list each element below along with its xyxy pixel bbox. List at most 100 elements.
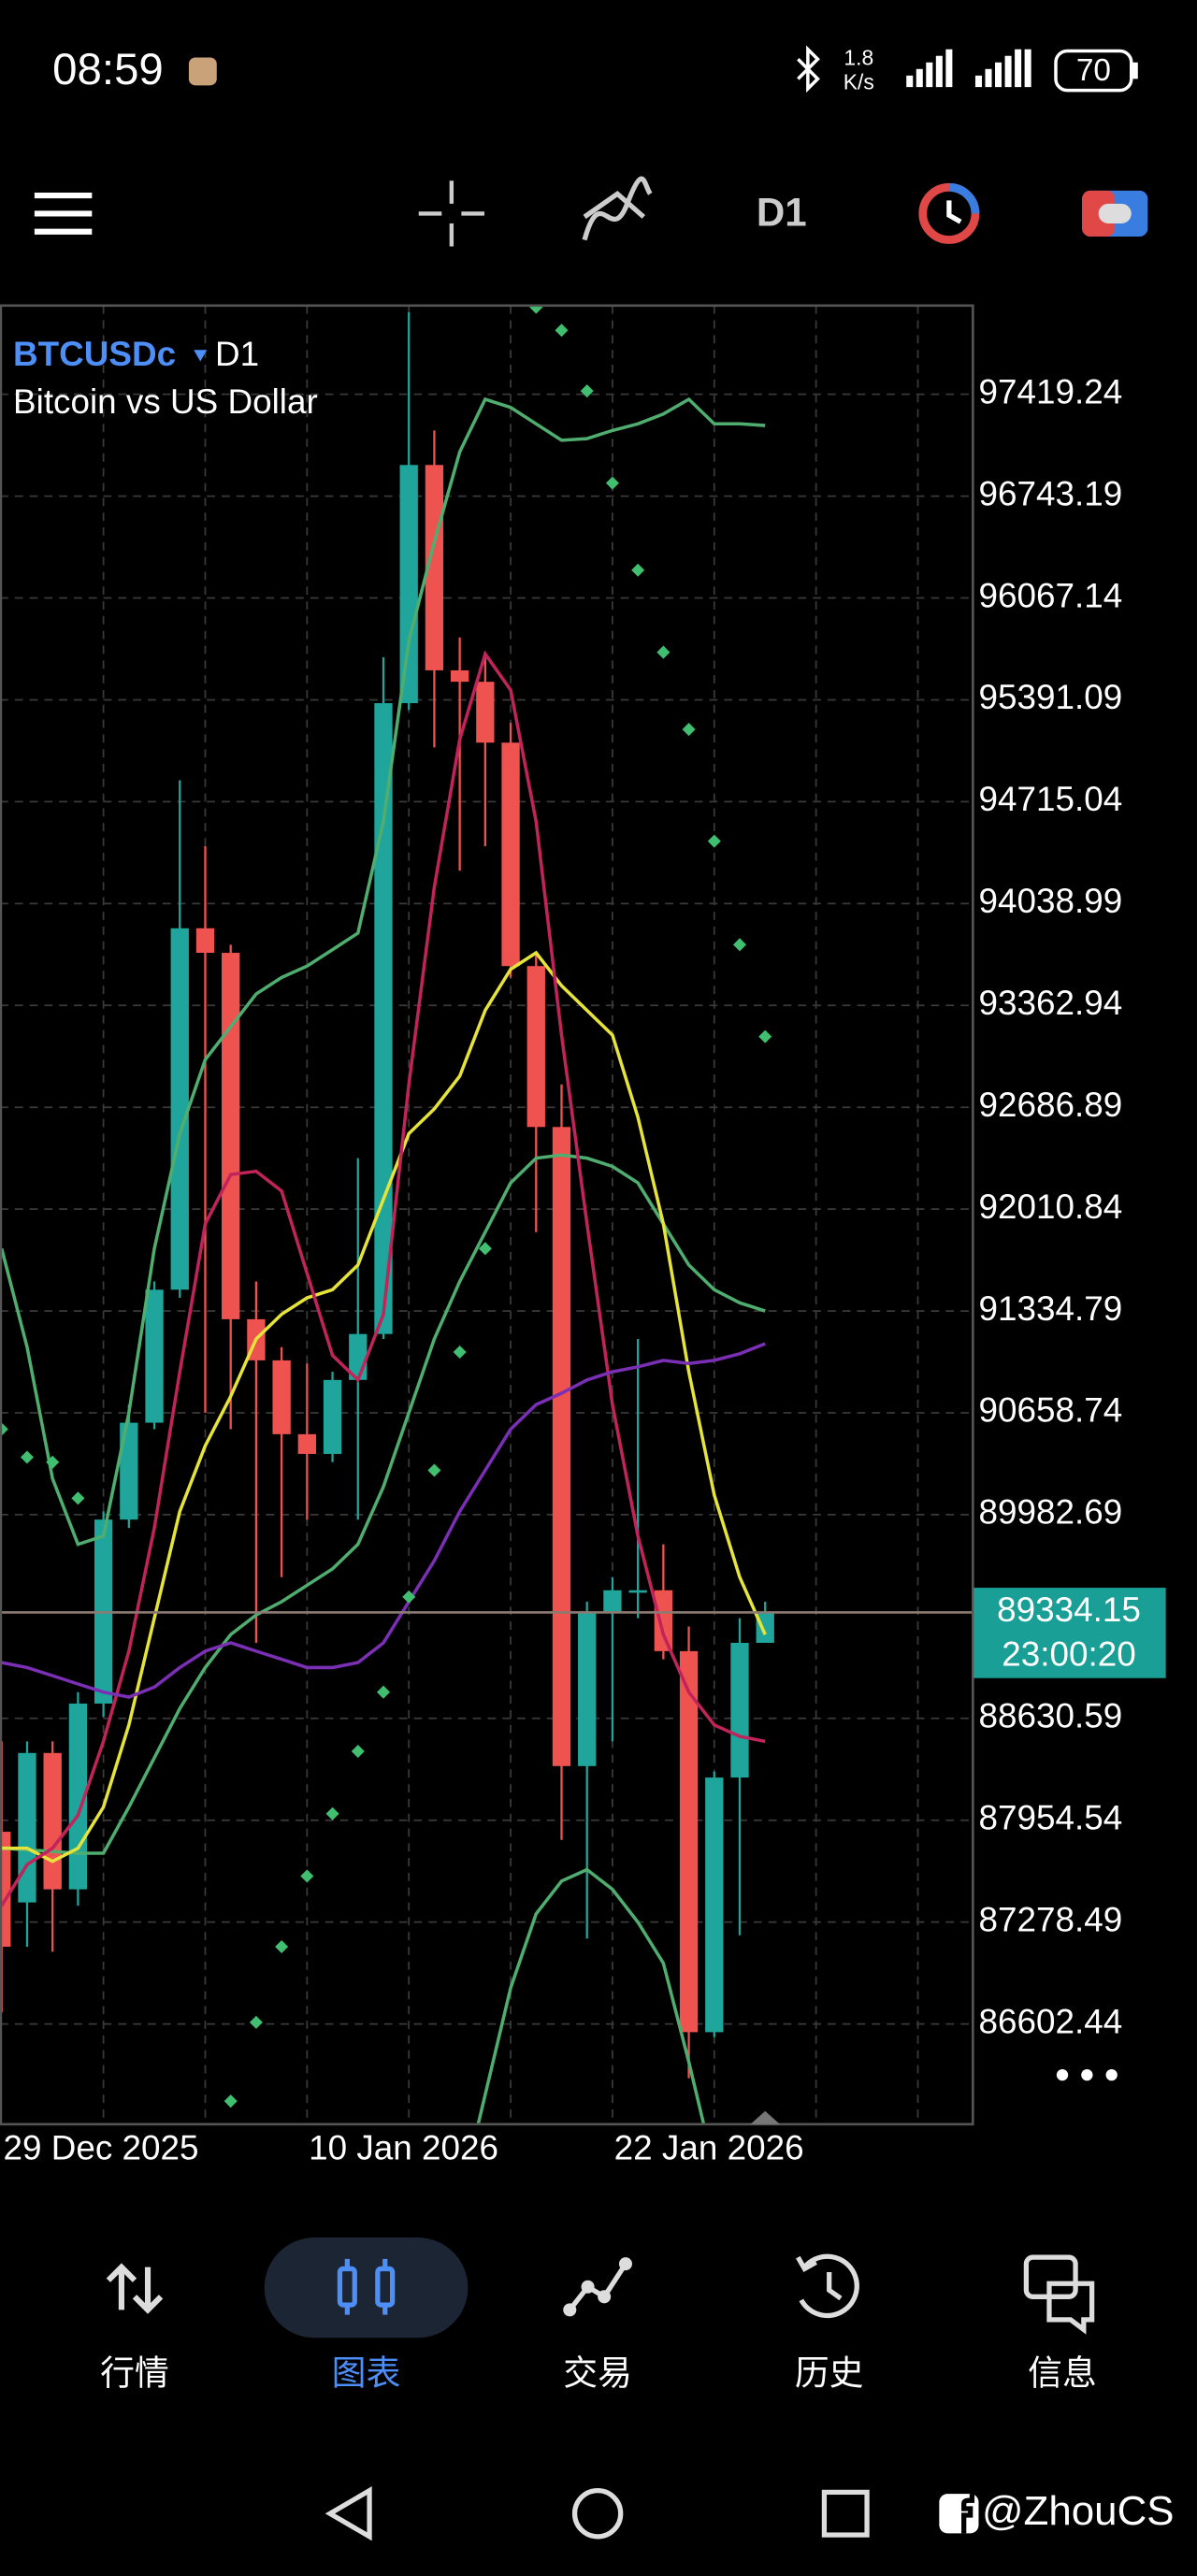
selected-tab-pill	[264, 2238, 469, 2339]
candle-body	[603, 1590, 622, 1614]
candle-body	[450, 669, 469, 683]
candle-body	[195, 928, 215, 954]
candle-body	[552, 1127, 571, 1766]
sar-dot	[249, 2015, 263, 2029]
candle-body	[170, 928, 189, 1290]
back-button[interactable]	[324, 2486, 372, 2541]
trade-tab-icon[interactable]	[563, 2257, 632, 2317]
y-tick-label: 95391.09	[978, 678, 1122, 716]
chart-tab-icon[interactable]	[337, 2258, 396, 2315]
candle-body	[628, 1590, 647, 1593]
indicator-line	[1, 950, 767, 1864]
sar-dot	[453, 1345, 467, 1360]
signal-icon-2	[974, 49, 1031, 88]
nav-tab-label[interactable]: 行情	[100, 2353, 169, 2392]
nav-tab-label[interactable]: 交易	[563, 2353, 632, 2392]
nav-tab-label[interactable]: 信息	[1028, 2353, 1097, 2392]
facebook-glyph	[961, 2494, 975, 2534]
candle-body	[374, 703, 393, 1334]
x-tick-label: 22 Jan 2026	[614, 2129, 804, 2167]
indicator-line	[1, 1342, 766, 1699]
candle-body	[120, 1422, 138, 1520]
bluetooth-icon	[797, 45, 820, 94]
clock: 08:59	[52, 45, 164, 94]
chart-timeframe: D1	[215, 335, 259, 373]
candle-body	[578, 1613, 597, 1766]
trade-button-half	[1082, 190, 1116, 237]
battery-level: 70	[1076, 53, 1111, 88]
countdown: 23:00:20	[1002, 1635, 1135, 1674]
sar-dot	[580, 384, 594, 398]
nav-tab-label[interactable]: 历史	[795, 2353, 864, 2392]
candle-body	[145, 1289, 164, 1423]
candle-body	[654, 1590, 673, 1651]
candle-body	[323, 1379, 342, 1454]
candle-body	[0, 1832, 11, 1948]
candle-body	[18, 1752, 36, 1903]
sar-dot	[529, 305, 543, 314]
y-tick-label: 88630.59	[978, 1697, 1122, 1735]
candle-body	[399, 465, 418, 704]
x-tick-label: 10 Jan 2026	[309, 2129, 498, 2167]
history-tab-icon[interactable]	[796, 2253, 859, 2319]
sar-dot	[376, 1685, 391, 1699]
battery	[1054, 49, 1133, 93]
current-price: 89334.15	[997, 1590, 1141, 1629]
trade-button-knob	[1098, 203, 1132, 223]
nav-tab-label[interactable]: 图表	[332, 2353, 401, 2392]
symbol[interactable]: BTCUSDc	[13, 335, 176, 373]
y-tick-label: 92686.89	[978, 1086, 1122, 1124]
net-unit: K/s	[844, 70, 874, 94]
timeframe-button[interactable]: D1	[757, 190, 807, 234]
net-speed: 1.8	[844, 45, 873, 69]
y-tick-label: 87278.49	[978, 1900, 1122, 1938]
symbol-dropdown[interactable]	[194, 350, 208, 362]
x-tick-label: 29 Dec 2025	[4, 2129, 199, 2167]
indicator-line	[1, 1153, 766, 1855]
candle-body	[297, 1433, 316, 1454]
sar-dot	[71, 1491, 85, 1505]
sar-dot	[555, 324, 569, 338]
quotes-icon[interactable]	[106, 2263, 164, 2314]
candle-body	[756, 1612, 774, 1644]
sar-dot	[46, 1455, 60, 1469]
candle-body	[501, 742, 520, 967]
indicators-button[interactable]	[582, 176, 653, 241]
sar-dot	[224, 2094, 238, 2108]
candle-body	[679, 1650, 699, 2033]
y-tick-label: 86602.44	[978, 2002, 1122, 2040]
candle-body	[222, 953, 240, 1319]
bottom-nav: 行情 图表 交易 历史 信息	[100, 2353, 1097, 2392]
y-tick-label: 92010.84	[978, 1187, 1122, 1226]
sar-dot	[758, 1029, 772, 1043]
y-tick-label: 94715.04	[978, 780, 1122, 818]
symbol-description: Bitcoin vs US Dollar	[13, 382, 318, 421]
y-tick-label: 94038.99	[978, 882, 1122, 920]
battery-tip	[1132, 62, 1138, 79]
sar-dot	[656, 645, 671, 659]
crosshair-button[interactable]	[418, 180, 484, 247]
candle-body	[43, 1752, 62, 1890]
menu-button[interactable]	[34, 193, 93, 235]
messages-tab-icon[interactable]	[1023, 2254, 1095, 2335]
y-tick-label: 91334.79	[978, 1289, 1122, 1328]
sar-dot	[478, 1242, 492, 1256]
sar-dot	[631, 563, 645, 577]
candle-body	[526, 966, 545, 1128]
notification-icon	[188, 57, 217, 86]
candle-body	[425, 465, 444, 670]
sar-dot	[707, 834, 721, 848]
signal-icon	[906, 49, 953, 88]
more-button[interactable]	[1056, 2068, 1118, 2081]
indicator-line	[0, 650, 766, 1907]
objects-button-hands	[946, 200, 962, 224]
recents-button[interactable]	[821, 2489, 870, 2538]
current-price-box	[973, 1588, 1166, 1678]
y-tick-label: 87954.54	[978, 1798, 1122, 1836]
y-tick-label: 89982.69	[978, 1493, 1122, 1532]
scroll-marker	[750, 2110, 781, 2124]
sar-dot	[427, 1463, 441, 1477]
home-button[interactable]	[571, 2487, 624, 2540]
